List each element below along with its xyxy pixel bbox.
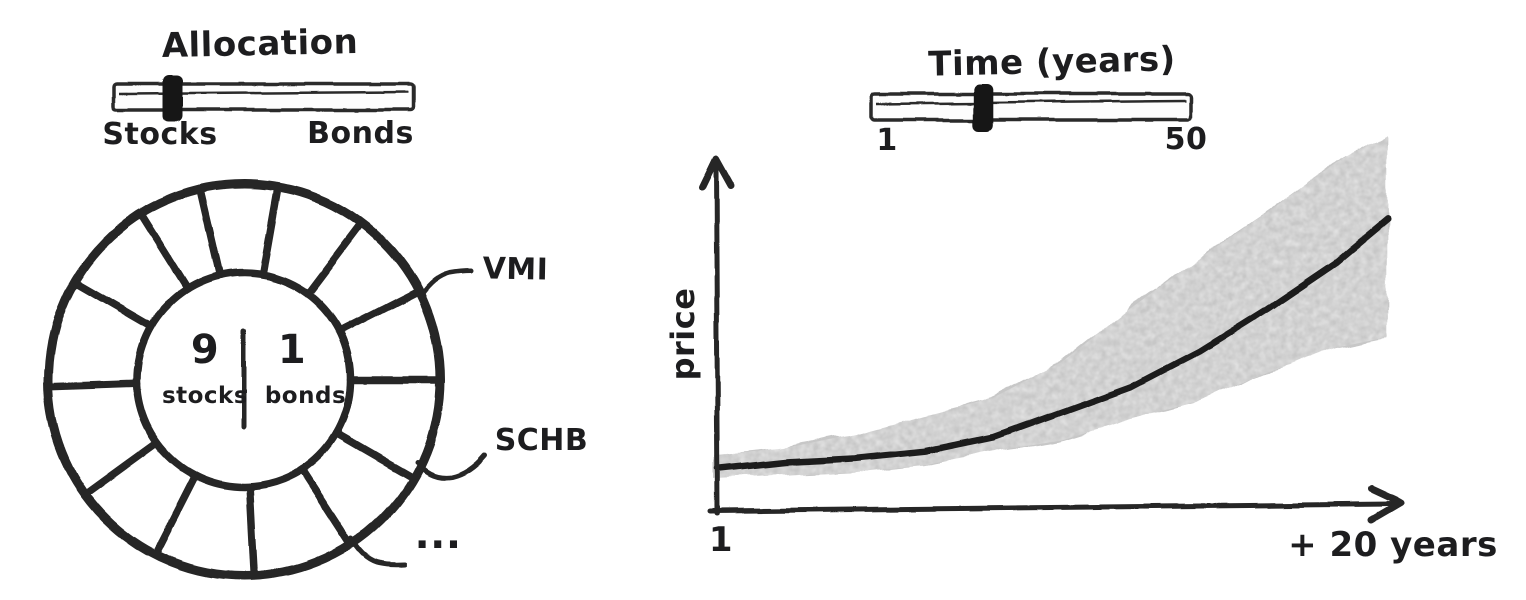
allocation-bonds-label: Bonds: [307, 116, 414, 151]
time-max-label: 50: [1164, 122, 1208, 157]
donut-spoke: [245, 483, 259, 580]
price-median-line-group: [714, 216, 1392, 473]
donut-spoke: [298, 465, 355, 549]
allocation-stocks-label: Stocks: [102, 117, 218, 152]
allocation-title: Allocation: [161, 21, 359, 67]
donut-spoke: [258, 183, 282, 279]
time-slider-title: Time (years): [927, 39, 1177, 85]
donut-center-bonds-value: 1: [277, 327, 307, 373]
donut-callout-vmi-label: VMI: [482, 251, 549, 288]
donut-spoke: [81, 439, 162, 499]
donut-spoke: [196, 185, 224, 280]
callout-line-more: [349, 535, 408, 567]
y-axis: [713, 163, 721, 516]
donut-spoke: [151, 471, 200, 559]
allocation-slider-thumb[interactable]: [163, 75, 183, 122]
x-axis-arrow-icon: [1367, 485, 1405, 524]
donut-spoke: [136, 210, 192, 294]
price-uncertainty-band-group: [714, 133, 1388, 480]
price-median-line: [714, 216, 1392, 473]
donut-spoke: [332, 429, 418, 482]
time-min-label: 1: [876, 123, 898, 158]
callout-line-schb: [414, 452, 488, 480]
callout-line-vmi: [418, 268, 474, 299]
band-grain-texture: [714, 133, 1388, 480]
donut-callout-schb-label: SCHB: [494, 423, 589, 458]
time-slider-thumb[interactable]: [973, 84, 994, 131]
y-axis-arrow-icon: [698, 155, 735, 192]
x-end-annotation: + 20 years: [1288, 525, 1498, 565]
donut-spoke: [70, 278, 156, 331]
donut-center-stocks-value: 9: [190, 327, 220, 373]
price-axis-label: price: [664, 287, 702, 381]
x-origin-tick-label: 1: [708, 520, 734, 560]
donut-spoke: [304, 219, 366, 299]
donut-spokes: [44, 183, 444, 580]
x-axis: [708, 501, 1397, 514]
time-slider-track[interactable]: [870, 92, 1192, 122]
allocation-slider-track[interactable]: [111, 82, 415, 112]
time-slider-track-inner-line: [876, 99, 1186, 106]
donut-center-stocks-label: stocks: [161, 383, 249, 409]
donut-center-bonds-label: bonds: [264, 383, 347, 409]
donut-spoke: [44, 379, 141, 391]
donut-spoke: [335, 287, 423, 336]
donut-callout-more-label: ...: [414, 512, 462, 558]
